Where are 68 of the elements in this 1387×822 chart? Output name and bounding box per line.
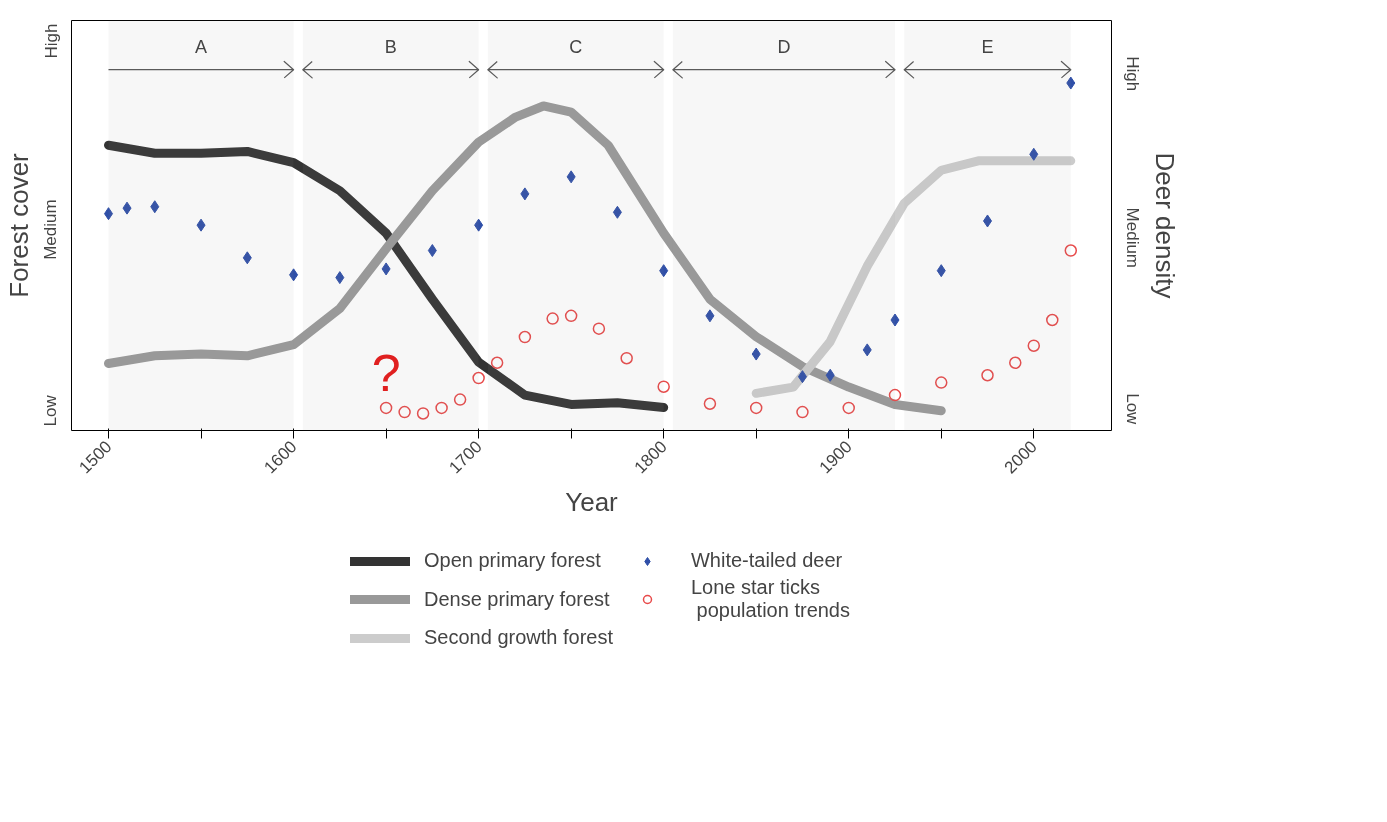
point [659, 264, 669, 278]
point [1064, 244, 1078, 257]
text: High [1122, 56, 1142, 92]
point [566, 170, 576, 184]
point [796, 405, 809, 419]
annotation: ? [371, 343, 401, 402]
point [474, 218, 484, 232]
point [705, 309, 715, 323]
point [453, 393, 467, 406]
point [335, 271, 345, 285]
text: Medium [41, 199, 61, 260]
point [1046, 313, 1059, 327]
point [888, 388, 902, 402]
point [150, 200, 160, 214]
point [242, 251, 252, 265]
band-label: C [569, 37, 583, 58]
point [1027, 339, 1041, 352]
point [592, 322, 606, 335]
legend-label: Open primary forest [423, 549, 601, 572]
x-axis-title: Year [565, 486, 619, 517]
point [862, 343, 872, 357]
legend-label: Second growth forest [423, 626, 613, 649]
band-label: A [195, 37, 208, 58]
point [620, 351, 633, 365]
text: Low [1122, 393, 1142, 426]
legend-label: Dense primary forest [423, 587, 610, 611]
band-label: D [777, 37, 791, 58]
point [983, 214, 993, 228]
point [518, 330, 532, 344]
y2-axis-title: Deer density [1149, 152, 1180, 299]
point [612, 205, 622, 219]
band-label: B [384, 37, 397, 58]
point [546, 312, 559, 325]
point [289, 268, 299, 282]
point [890, 313, 900, 327]
text: Medium [1122, 207, 1142, 269]
legend-label: White-tailed deer [690, 549, 843, 572]
point [564, 309, 578, 323]
point [196, 218, 206, 232]
point [1009, 356, 1022, 369]
point [416, 407, 430, 420]
point [490, 356, 504, 369]
point [935, 376, 948, 389]
point [398, 405, 411, 419]
point [657, 380, 670, 393]
point [427, 244, 437, 258]
text: High [41, 23, 61, 59]
point [703, 397, 717, 410]
point [749, 401, 763, 415]
point [122, 201, 132, 215]
point [472, 371, 485, 385]
point [379, 401, 393, 415]
point [381, 262, 391, 276]
point [825, 368, 835, 382]
band-label: E [981, 37, 994, 58]
text: Low [41, 394, 61, 427]
point [981, 369, 994, 382]
point [435, 401, 448, 415]
point [104, 207, 114, 221]
point [1066, 76, 1076, 90]
point [936, 264, 946, 278]
point [751, 347, 761, 361]
point [520, 187, 530, 201]
point [1029, 147, 1039, 161]
legend-label: Lone star ticks population trends [690, 576, 851, 622]
y-axis-title: Forest cover [3, 152, 34, 298]
point [842, 401, 855, 415]
point [797, 370, 807, 384]
